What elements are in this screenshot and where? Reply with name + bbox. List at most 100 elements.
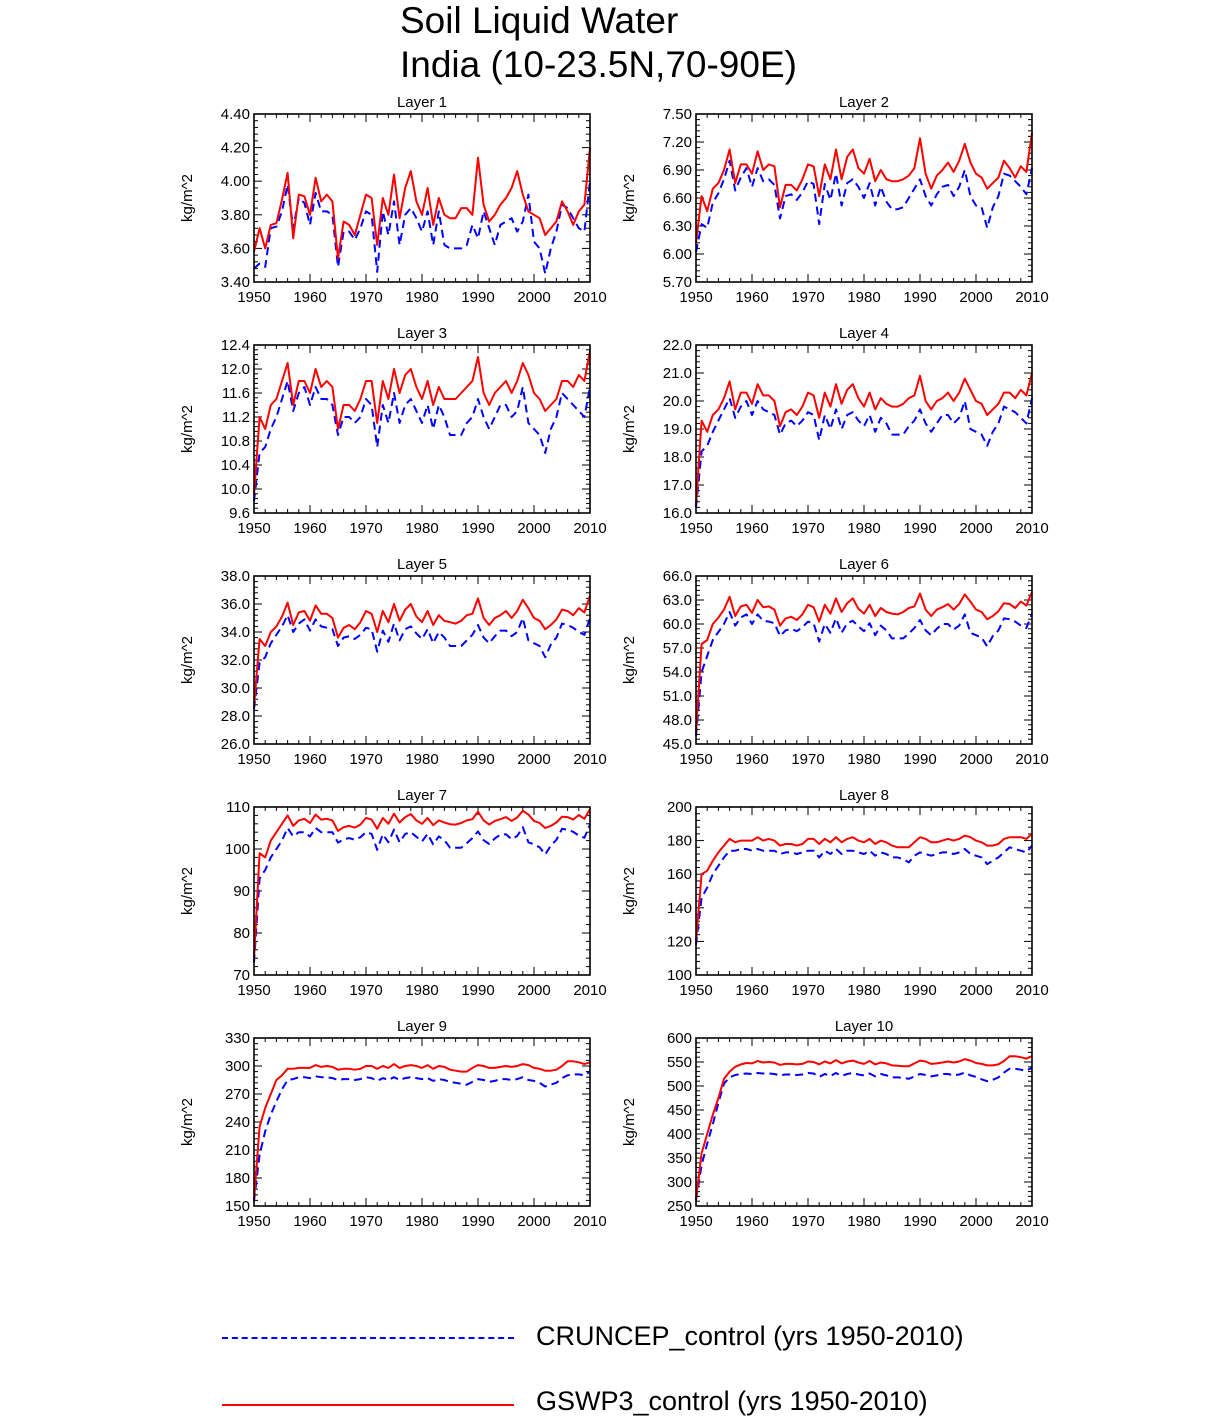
y-tick-label: 19.0	[663, 421, 692, 438]
series-line-cruncep	[253, 380, 591, 502]
x-tick-label: 2010	[573, 520, 606, 537]
y-tick-label: 57.0	[663, 640, 692, 657]
x-tick-label: 1980	[405, 982, 438, 999]
y-tick-label: 12.4	[221, 337, 250, 354]
y-axis-label: kg/m^2	[621, 405, 638, 453]
y-tick-label: 7.50	[663, 106, 692, 123]
x-tick-label: 1980	[405, 751, 438, 768]
x-tick-label: 1950	[679, 751, 712, 768]
y-tick-label: 66.0	[663, 568, 692, 585]
y-tick-label: 30.0	[221, 680, 250, 697]
y-tick-label: 9.6	[229, 505, 250, 522]
x-tick-label: 1960	[293, 982, 326, 999]
y-axis-label: kg/m^2	[179, 174, 196, 222]
legend-label-gswp3: GSWP3_control (yrs 1950-2010)	[536, 1386, 928, 1416]
series-line-gswp3	[695, 372, 1033, 505]
legend-label-cruncep: CRUNCEP_control (yrs 1950-2010)	[536, 1321, 964, 1351]
x-tick-label: 1980	[405, 289, 438, 306]
y-tick-label: 150	[225, 1198, 250, 1215]
plots-canvas: Layer 1 kg/m^2 1950 1960 1970 1980 1990 2000 201…	[179, 94, 1049, 1230]
y-tick-label: 270	[225, 1086, 250, 1103]
panel-title: Layer 4	[839, 325, 889, 342]
y-tick-label: 180	[225, 1170, 250, 1187]
x-tick-label: 1960	[735, 982, 768, 999]
x-tick-label: 2010	[1015, 751, 1048, 768]
series-line-cruncep	[253, 614, 591, 710]
x-tick-label: 1970	[791, 520, 824, 537]
y-tick-label: 4.40	[221, 106, 250, 123]
y-tick-label: 90	[233, 883, 250, 900]
panel-layer-6: Layer 6 kg/m^2 1950 1960 1970 1980 1990 2000 201…	[621, 556, 1049, 768]
x-tick-label: 1970	[791, 289, 824, 306]
y-tick-label: 6.90	[663, 162, 692, 179]
y-tick-label: 10.0	[221, 481, 250, 498]
y-axis-label: kg/m^2	[621, 1098, 638, 1146]
panel-layer-10: Layer 10 kg/m^2 1950 1960 1970 1980 1990 2000 20…	[621, 1018, 1049, 1230]
y-tick-label: 330	[225, 1030, 250, 1047]
y-tick-label: 63.0	[663, 592, 692, 609]
plot-frame	[253, 113, 591, 283]
panel-layer-2: Layer 2 kg/m^2 1950 1960 1970 1980 1990 2000 201…	[621, 94, 1049, 306]
y-tick-label: 10.8	[221, 433, 250, 450]
y-tick-label: 22.0	[663, 337, 692, 354]
series-line-gswp3	[695, 132, 1033, 243]
series-line-gswp3	[695, 1055, 1033, 1200]
x-tick-label: 1960	[293, 289, 326, 306]
y-tick-label: 20.0	[663, 393, 692, 410]
x-tick-label: 1990	[461, 982, 494, 999]
y-tick-label: 100	[225, 841, 250, 858]
panel-layer-1: Layer 1 kg/m^2 1950 1960 1970 1980 1990 2000 201…	[179, 94, 607, 306]
panel-layer-7: Layer 7 kg/m^2 1950 1960 1970 1980 1990 2000 201…	[179, 787, 607, 999]
series-line-gswp3	[253, 808, 591, 959]
y-tick-label: 240	[225, 1114, 250, 1131]
y-tick-label: 450	[667, 1102, 692, 1119]
series-line-cruncep	[695, 159, 1033, 253]
x-tick-label: 1990	[903, 751, 936, 768]
panel-layer-5: Layer 5 kg/m^2 1950 1960 1970 1980 1990 2000 201…	[179, 556, 607, 768]
x-tick-label: 1990	[461, 289, 494, 306]
y-tick-label: 17.0	[663, 477, 692, 494]
y-tick-label: 60.0	[663, 616, 692, 633]
series-line-cruncep	[695, 397, 1033, 508]
x-tick-label: 1970	[791, 982, 824, 999]
x-tick-label: 1970	[791, 751, 824, 768]
series-line-cruncep	[253, 1070, 591, 1202]
plot-frame	[695, 1037, 1033, 1207]
x-tick-label: 1990	[903, 520, 936, 537]
x-tick-label: 2000	[959, 1213, 992, 1230]
y-tick-label: 300	[667, 1174, 692, 1191]
x-tick-label: 1950	[237, 751, 270, 768]
panel-layer-3: Layer 3 kg/m^2 1950 1960 1970 1980 1990 2000 201…	[179, 325, 607, 537]
x-tick-label: 1990	[461, 520, 494, 537]
x-tick-label: 1950	[679, 982, 712, 999]
x-tick-label: 1950	[237, 520, 270, 537]
series-line-gswp3	[695, 833, 1033, 942]
y-tick-label: 38.0	[221, 568, 250, 585]
x-tick-label: 1990	[461, 1213, 494, 1230]
x-tick-label: 1970	[349, 1213, 382, 1230]
y-tick-label: 11.2	[222, 409, 250, 426]
y-tick-label: 10.4	[221, 457, 250, 474]
y-tick-label: 21.0	[663, 365, 692, 382]
y-tick-label: 18.0	[663, 449, 692, 466]
y-tick-label: 120	[667, 933, 692, 950]
panel-title: Layer 6	[839, 556, 889, 573]
x-tick-label: 1990	[461, 751, 494, 768]
y-tick-label: 34.0	[221, 624, 250, 641]
y-tick-label: 4.20	[221, 140, 250, 157]
y-tick-label: 6.60	[663, 190, 692, 207]
y-tick-label: 200	[667, 799, 692, 816]
x-tick-label: 1980	[405, 520, 438, 537]
x-tick-label: 1960	[735, 289, 768, 306]
y-axis-label: kg/m^2	[621, 174, 638, 222]
x-tick-label: 1960	[735, 1213, 768, 1230]
y-axis-label: kg/m^2	[179, 636, 196, 684]
y-tick-label: 100	[667, 967, 692, 984]
y-tick-label: 26.0	[221, 736, 250, 753]
y-tick-label: 6.30	[663, 218, 692, 235]
series-line-gswp3	[695, 591, 1033, 733]
series-line-gswp3	[253, 147, 591, 260]
y-tick-label: 6.00	[663, 246, 692, 263]
x-tick-label: 1990	[903, 1213, 936, 1230]
x-tick-label: 2000	[517, 982, 550, 999]
